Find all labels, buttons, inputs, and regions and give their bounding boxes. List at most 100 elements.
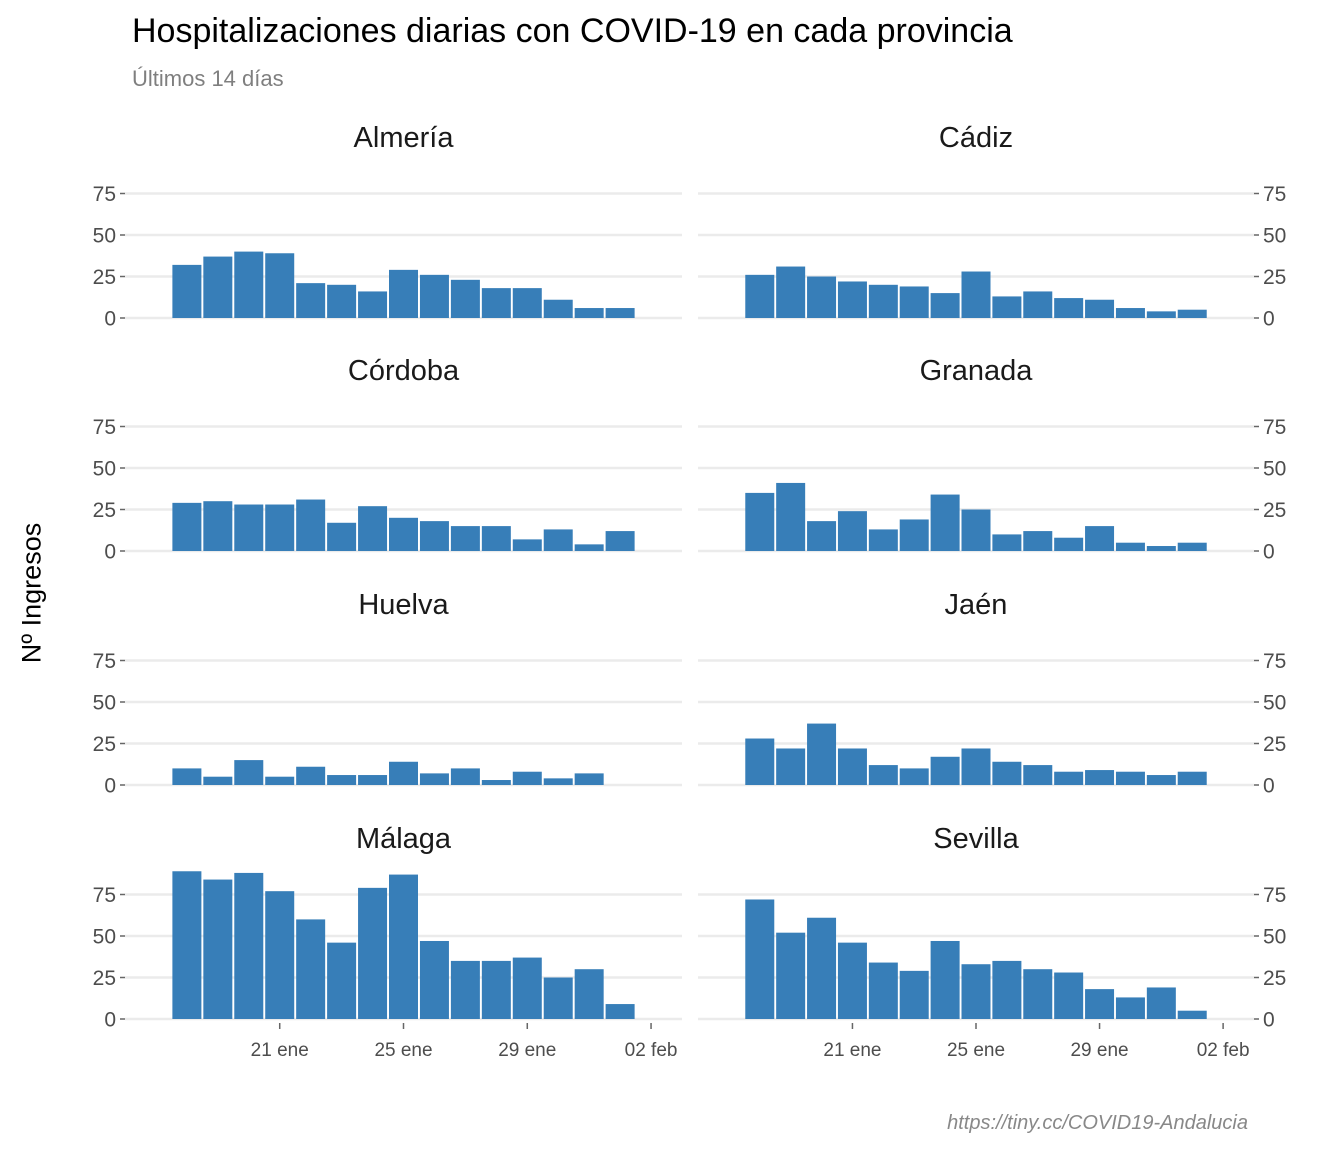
y-tick-label: 50: [93, 926, 116, 949]
bar-jaen: [1023, 765, 1053, 785]
y-tick-label: 25: [93, 499, 116, 522]
bar-granada: [868, 529, 898, 551]
y-tick-label: 25: [1263, 733, 1286, 756]
chart-subtitle: Últimos 14 días: [132, 66, 284, 91]
bar-jaen: [1085, 770, 1115, 785]
bar-malaga: [203, 879, 233, 1019]
bar-huelva: [450, 768, 480, 785]
bar-jaen: [745, 738, 775, 785]
bar-granada: [837, 511, 867, 551]
bar-cordoba: [481, 526, 511, 551]
bar-cordoba: [512, 539, 542, 551]
y-tick-label: 50: [1263, 926, 1286, 949]
bar-granada: [745, 492, 775, 551]
bar-cordoba: [419, 521, 449, 551]
y-tick-label: 0: [104, 308, 116, 331]
bar-cordoba: [543, 529, 573, 551]
bar-malaga: [389, 874, 418, 1019]
bar-cadiz: [868, 284, 898, 318]
x-tick-label: 02 feb: [625, 1040, 678, 1061]
panel-title-huelva: Huelva: [358, 589, 449, 621]
y-tick-label: 75: [93, 183, 116, 206]
bar-malaga: [419, 940, 449, 1019]
bar-malaga: [327, 942, 357, 1019]
bar-almeria: [358, 291, 388, 318]
x-tick-label: 25 ene: [374, 1040, 432, 1061]
bar-cadiz: [961, 271, 991, 318]
bar-almeria: [234, 251, 264, 318]
panel-title-jaen: Jaén: [945, 589, 1008, 621]
x-tick-label: 02 feb: [1197, 1040, 1250, 1061]
y-tick-label: 25: [93, 266, 116, 289]
bar-huelva: [234, 760, 264, 785]
chart-title: Hospitalizaciones diarias con COVID-19 e…: [132, 12, 1013, 50]
bar-huelva: [389, 761, 418, 785]
bar-almeria: [203, 256, 233, 318]
bar-malaga: [543, 977, 573, 1019]
bar-jaen: [776, 748, 806, 785]
bar-cordoba: [450, 526, 480, 551]
y-tick-label: 0: [1263, 308, 1275, 331]
bar-granada: [992, 534, 1022, 551]
bar-granada: [930, 494, 960, 551]
y-tick-label: 0: [104, 1009, 116, 1032]
y-tick-label: 50: [93, 692, 116, 715]
bar-almeria: [574, 308, 604, 318]
bar-sevilla: [868, 962, 898, 1019]
panel-title-malaga: Málaga: [356, 823, 452, 855]
bar-huelva: [172, 768, 202, 785]
y-tick-label: 75: [1263, 884, 1286, 907]
bar-sevilla: [1085, 989, 1115, 1019]
bar-almeria: [172, 264, 202, 318]
bar-jaen: [837, 748, 867, 785]
bar-malaga: [574, 969, 604, 1019]
bar-jaen: [1177, 771, 1207, 785]
bar-granada: [1023, 531, 1053, 551]
bar-sevilla: [992, 960, 1022, 1019]
bar-cadiz: [1146, 311, 1176, 318]
bar-granada: [961, 509, 991, 551]
y-tick-label: 50: [1263, 458, 1286, 481]
bar-malaga: [296, 919, 326, 1019]
x-tick-label: 29 ene: [498, 1040, 556, 1061]
bar-cadiz: [745, 274, 775, 318]
y-tick-label: 75: [1263, 183, 1286, 206]
panel-title-sevilla: Sevilla: [933, 823, 1019, 855]
y-tick-label: 75: [93, 416, 116, 439]
panel-title-almeria: Almería: [354, 122, 455, 154]
bar-huelva: [481, 780, 511, 785]
bar-jaen: [899, 768, 929, 785]
bar-huelva: [296, 766, 326, 785]
bar-cordoba: [265, 504, 295, 551]
bar-cadiz: [807, 276, 837, 318]
y-tick-label: 0: [1263, 1009, 1275, 1032]
bar-malaga: [450, 960, 480, 1019]
bar-granada: [1054, 537, 1084, 551]
y-tick-label: 0: [1263, 541, 1275, 564]
bar-cordoba: [605, 531, 635, 551]
bar-almeria: [296, 283, 326, 318]
bar-sevilla: [745, 899, 775, 1019]
x-tick-label: 21 ene: [251, 1040, 309, 1061]
bar-sevilla: [1115, 997, 1145, 1019]
bar-cordoba: [203, 501, 233, 551]
bar-malaga: [605, 1004, 635, 1019]
bar-almeria: [419, 274, 449, 318]
y-tick-label: 0: [104, 775, 116, 798]
bar-cadiz: [837, 281, 867, 318]
y-tick-label: 25: [93, 733, 116, 756]
bar-cadiz: [1115, 308, 1145, 318]
bar-almeria: [327, 284, 357, 318]
bar-cadiz: [899, 286, 929, 318]
y-tick-label: 75: [93, 884, 116, 907]
bar-sevilla: [1177, 1010, 1207, 1019]
y-tick-label: 50: [1263, 225, 1286, 248]
y-tick-label: 75: [93, 650, 116, 673]
bar-malaga: [512, 957, 542, 1019]
bar-jaen: [807, 723, 837, 785]
source-caption: https://tiny.cc/COVID19-Andalucia: [947, 1112, 1248, 1134]
bar-cadiz: [992, 296, 1022, 318]
bar-huelva: [203, 776, 233, 785]
bar-huelva: [419, 773, 449, 785]
bar-sevilla: [1023, 969, 1053, 1019]
